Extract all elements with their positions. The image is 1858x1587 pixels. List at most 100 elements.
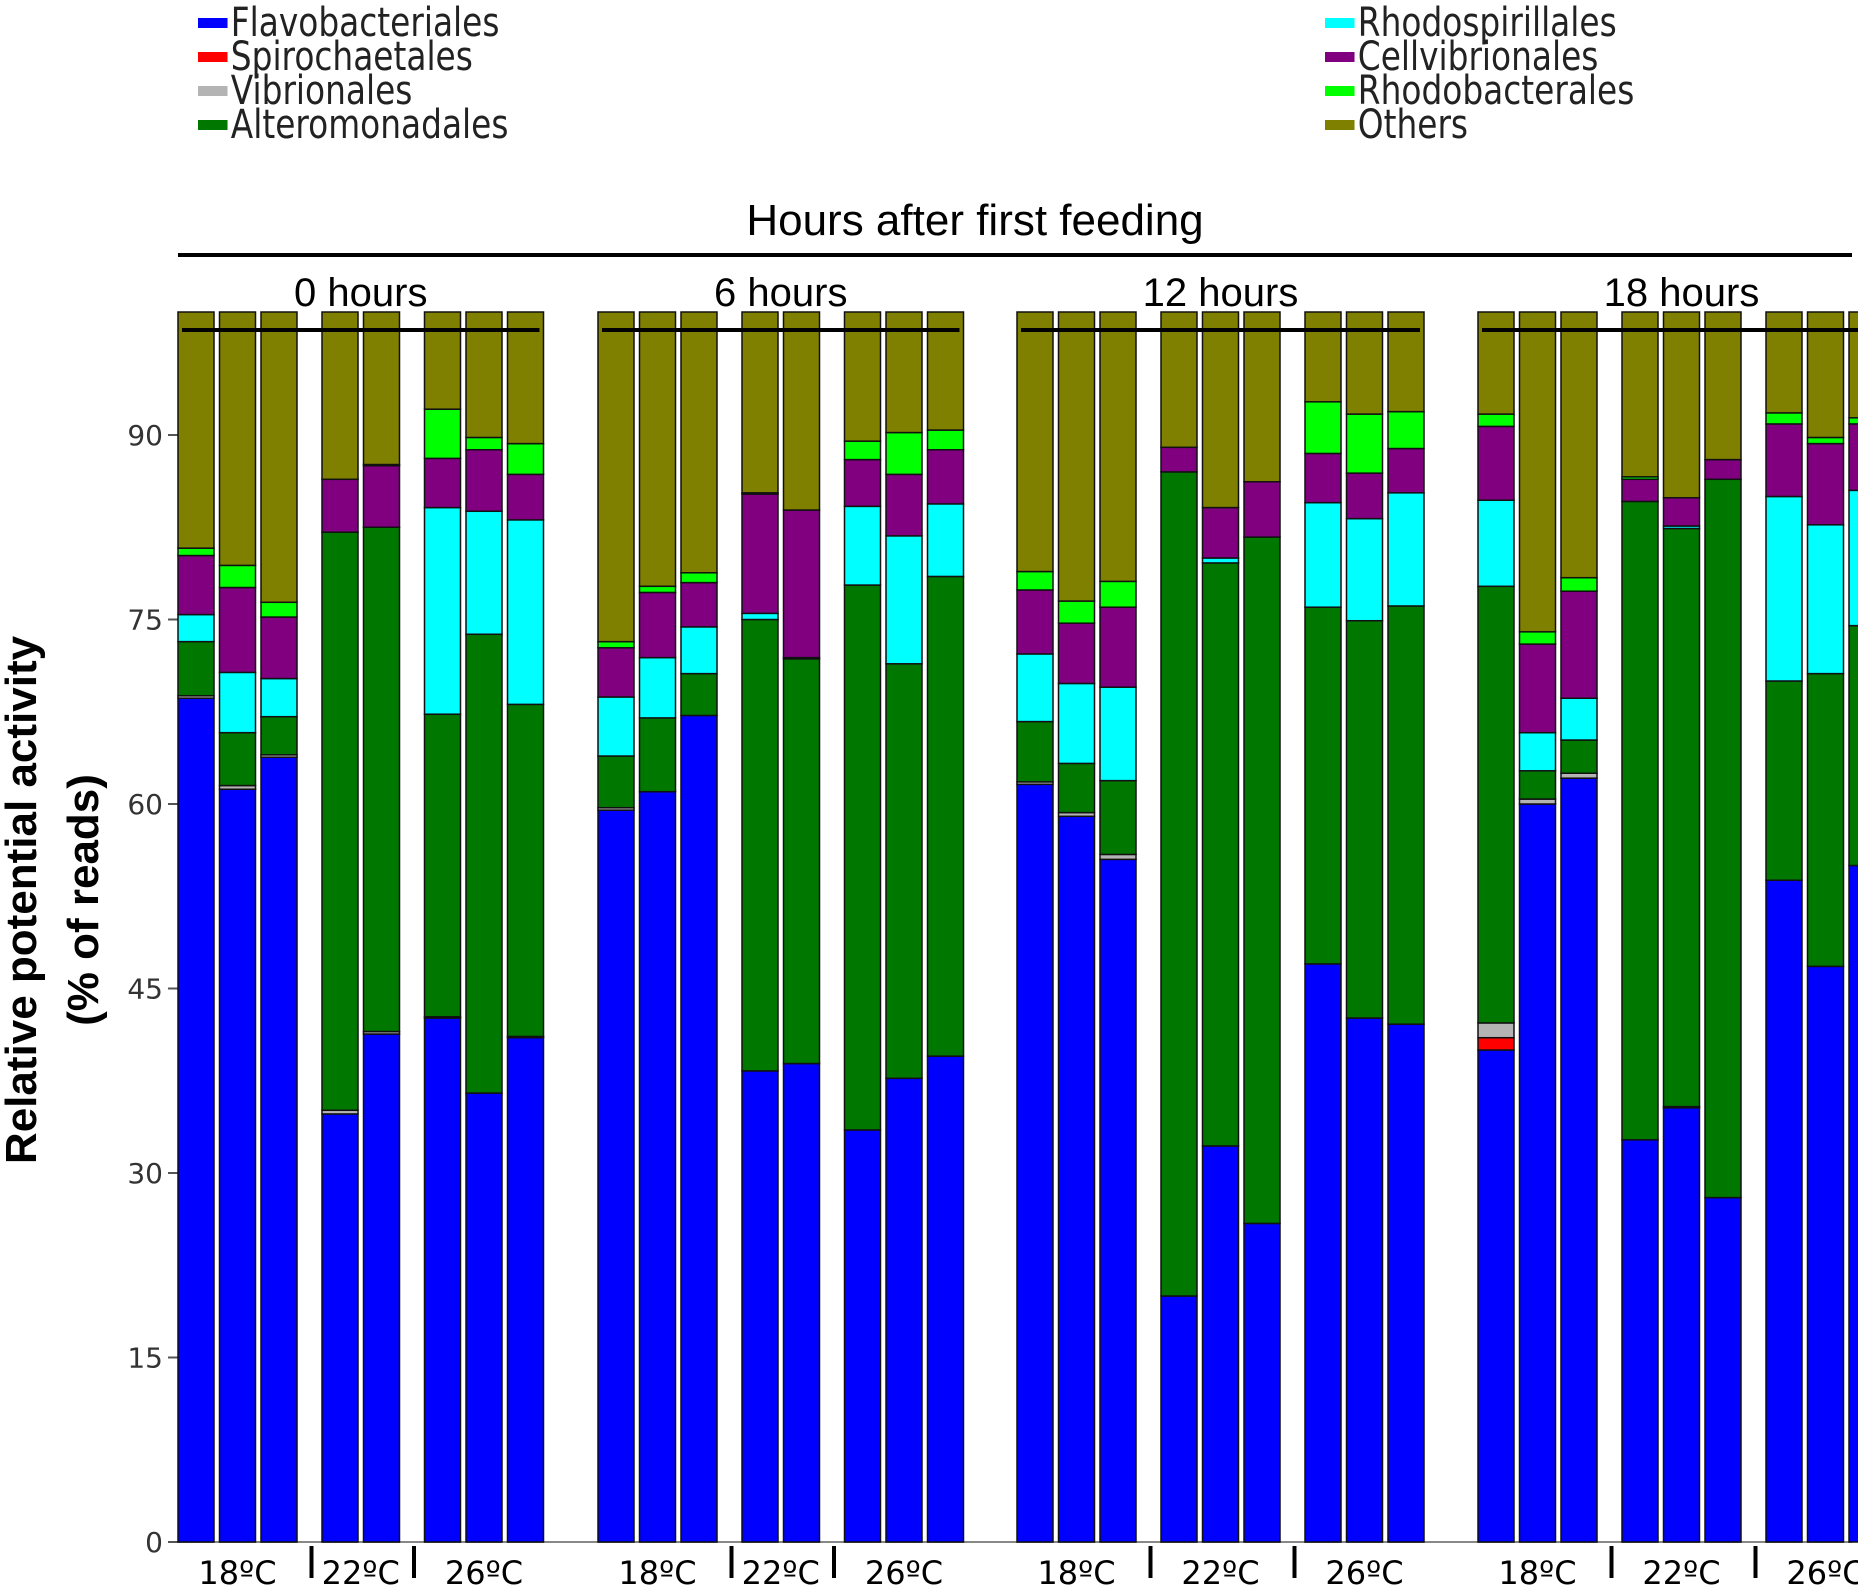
bar-segment-cellvibrionales xyxy=(1848,423,1858,492)
bar-segment-rhodobacterales xyxy=(260,601,298,618)
bar-segment-others xyxy=(843,311,882,442)
legend-label: Alteromonadales xyxy=(230,102,509,148)
bar-segment-flavobacteriales xyxy=(1848,864,1858,1543)
bar-segment-alteromonadales xyxy=(1560,739,1598,774)
legend-item-spirochaetales: Spirochaetales xyxy=(198,37,508,77)
bar-segment-rhodospirillales xyxy=(1057,682,1096,765)
bar-segment-rhodospirillales xyxy=(506,519,545,706)
bar-segment-rhodobacterales xyxy=(1848,417,1858,425)
bar-segment-rhodobacterales xyxy=(926,429,965,451)
bar-segment-flavobacteriales xyxy=(1160,1295,1198,1543)
bar-segment-alteromonadales xyxy=(597,755,635,809)
group-label: 0 hours xyxy=(294,271,427,315)
bar-segment-others xyxy=(1201,311,1240,509)
bar-segment-others xyxy=(1704,311,1742,461)
bar-segment-alteromonadales xyxy=(1765,680,1803,882)
bar-segment-rhodospirillales xyxy=(1304,501,1342,608)
bar-segment-others xyxy=(260,311,298,604)
bar-segment-others xyxy=(1099,311,1137,583)
bar-segment-others xyxy=(1518,311,1557,633)
bar-segment-alteromonadales xyxy=(260,715,298,756)
bar-segment-cellvibrionales xyxy=(926,449,965,505)
y-tick-label: 30 xyxy=(127,1157,163,1190)
bar-segment-flavobacteriales xyxy=(423,1017,462,1543)
bar-segment-cellvibrionales xyxy=(1099,606,1137,688)
bar-segment-alteromonadales xyxy=(926,575,965,1057)
bar-segment-rhodospirillales xyxy=(1848,489,1858,627)
legend-swatch xyxy=(1325,120,1355,130)
bar-segment-cellvibrionales xyxy=(1765,423,1803,498)
bar-segment-alteromonadales xyxy=(1345,619,1384,1019)
bar-segment-rhodobacterales xyxy=(506,442,545,476)
bar-segment-rhodobacterales xyxy=(423,408,462,460)
bar-segment-alteromonadales xyxy=(885,663,923,1080)
bar-segment-alteromonadales xyxy=(362,526,401,1033)
bar-segment-rhodobacterales xyxy=(1057,600,1096,624)
bar-segment-cellvibrionales xyxy=(638,591,677,659)
bar-segment-vibrionales xyxy=(1477,1022,1515,1039)
bar-segment-rhodospirillales xyxy=(926,503,965,578)
bar-segment-flavobacteriales xyxy=(218,788,257,1543)
legend-swatch xyxy=(1325,52,1355,62)
bar-segment-flavobacteriales xyxy=(1560,777,1598,1543)
bar-segment-alteromonadales xyxy=(1518,770,1557,800)
legend-item-vibrionales: Vibrionales xyxy=(198,71,508,111)
bar-segment-cellvibrionales xyxy=(1345,472,1384,520)
bar-segment-rhodobacterales xyxy=(638,585,677,594)
bar-segment-rhodospirillales xyxy=(1345,517,1384,622)
bar-segment-flavobacteriales xyxy=(1345,1017,1384,1543)
bar-segment-flavobacteriales xyxy=(741,1070,779,1543)
bar-segment-others xyxy=(680,311,718,574)
bar-segment-cellvibrionales xyxy=(1518,643,1557,734)
bar-segment-flavobacteriales xyxy=(782,1062,821,1543)
bar-segment-others xyxy=(1477,311,1515,415)
bar-segment-flavobacteriales xyxy=(321,1113,359,1543)
bar-segment-rhodobacterales xyxy=(1806,436,1845,445)
temperature-label: 26ºC xyxy=(1786,1554,1858,1587)
bar-segment-flavobacteriales xyxy=(465,1092,503,1543)
bar-segment-rhodobacterales xyxy=(843,440,882,461)
legend-item-others: Others xyxy=(1325,105,1634,145)
bar-segment-alteromonadales xyxy=(1160,471,1198,1297)
bar-segment-cellvibrionales xyxy=(1806,442,1845,526)
bar-segment-rhodospirillales xyxy=(597,696,635,757)
bar-segment-others xyxy=(1621,311,1659,478)
bar-segment-cellvibrionales xyxy=(1201,506,1240,559)
bar-segment-cellvibrionales xyxy=(506,473,545,521)
bar-segment-cellvibrionales xyxy=(1560,590,1598,699)
bar-segment-others xyxy=(1806,311,1845,439)
bar-segment-rhodospirillales xyxy=(1518,731,1557,772)
legend-swatch xyxy=(198,18,228,28)
bar-segment-others xyxy=(1345,311,1384,415)
bar-segment-flavobacteriales xyxy=(843,1129,882,1543)
bar-segment-rhodobacterales xyxy=(1518,631,1557,645)
legend-right: Rhodospirillales Cellvibrionales Rhodobact… xyxy=(1325,3,1635,145)
bar-segment-others xyxy=(465,311,503,439)
bar-segment-flavobacteriales xyxy=(1099,858,1137,1543)
bar-segment-spirochaetales xyxy=(1477,1036,1515,1051)
bar-segment-flavobacteriales xyxy=(1477,1049,1515,1543)
bar-segment-flavobacteriales xyxy=(1304,963,1342,1543)
bar-segment-flavobacteriales xyxy=(1057,815,1096,1543)
bar-segment-flavobacteriales xyxy=(1662,1107,1701,1543)
bar-segment-flavobacteriales xyxy=(597,809,635,1543)
y-axis-label-line1: Relative potential activity xyxy=(0,635,46,1164)
bar-segment-others xyxy=(741,311,779,494)
bar-segment-rhodospirillales xyxy=(465,510,503,636)
bar-segment-cellvibrionales xyxy=(321,478,359,533)
legend-item-rhodospirillales: Rhodospirillales xyxy=(1325,3,1634,43)
legend-item-flavobacteriales: Flavobacteriales xyxy=(198,0,508,46)
bar-segment-rhodobacterales xyxy=(1016,570,1054,591)
bar-segment-alteromonadales xyxy=(218,731,257,787)
bar-segment-others xyxy=(177,311,215,549)
bar-segment-flavobacteriales xyxy=(362,1033,401,1543)
legend-label: Rhodobacterales xyxy=(1357,68,1635,114)
temperature-label: 18ºC xyxy=(618,1554,696,1587)
group-label: 6 hours xyxy=(714,271,847,315)
bar-segment-cellvibrionales xyxy=(465,449,503,513)
bar-segment-alteromonadales xyxy=(1016,720,1054,783)
bar-segment-rhodospirillales xyxy=(741,612,779,621)
y-tick-label: 45 xyxy=(127,973,163,1006)
bar-segment-rhodobacterales xyxy=(1099,580,1137,608)
legend-label: Flavobacteriales xyxy=(230,0,500,46)
